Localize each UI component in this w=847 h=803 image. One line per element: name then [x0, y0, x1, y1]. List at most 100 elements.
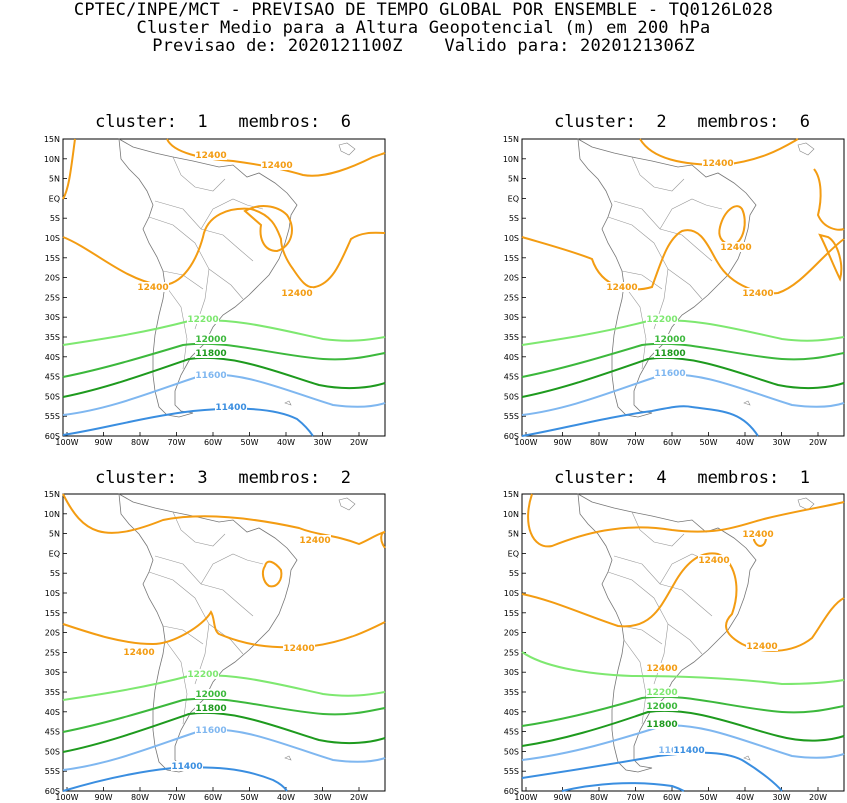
lat-tick-label: 55S — [45, 412, 60, 421]
lat-tick-label: 40S — [45, 708, 60, 717]
contour-label: 12200 — [646, 688, 677, 698]
contour-11400 — [521, 405, 759, 437]
contour-11600 — [62, 728, 386, 771]
lon-tick-label: 90W — [553, 438, 571, 447]
lon-tick-label: 60W — [204, 793, 222, 802]
contour-12400 — [62, 493, 386, 546]
contour-11800 — [521, 357, 845, 398]
lat-tick-label: 40S — [504, 353, 519, 362]
lon-tick-label: 80W — [590, 438, 608, 447]
contour-label-bg — [606, 282, 638, 292]
contour-label: 12400 — [195, 151, 226, 161]
lat-tick-label: EQ — [49, 549, 60, 558]
lat-tick-label: 15N — [44, 135, 60, 144]
contour-label: 11800 — [646, 720, 677, 730]
contour-label-bg — [646, 314, 678, 324]
lat-tick-label: 60S — [504, 787, 519, 796]
lon-tick-label: 50W — [240, 793, 258, 802]
contour-12400 — [521, 229, 845, 295]
lon-tick-label: 30W — [313, 438, 331, 447]
lon-tick-label: 30W — [772, 793, 790, 802]
lon-tick-label: 80W — [131, 438, 149, 447]
lat-tick-label: 15S — [504, 254, 519, 263]
lat-tick-label: 30S — [45, 313, 60, 322]
lat-tick-label: 20S — [504, 274, 519, 283]
panel-3-title: cluster: 3 membros: 2 — [95, 468, 351, 488]
contour-label-bg — [646, 701, 678, 711]
contour-label-bg — [195, 150, 227, 160]
lat-tick-label: 25S — [504, 648, 519, 657]
contour-label: 11600 — [195, 371, 226, 381]
contour-11800 — [521, 710, 845, 747]
contour-12400 — [813, 168, 845, 231]
contour-label: 11400 — [215, 403, 246, 413]
lat-tick-label: 40S — [45, 353, 60, 362]
contour-label: 12000 — [646, 702, 677, 712]
contour-label: 12000 — [195, 335, 226, 345]
contour-label-bg — [698, 555, 730, 565]
panel-3-map: 15N 10N 5N EQ 5S 10S 15S 20S 25S 30S 35S 40S 45S 50S 5… — [44, 490, 386, 802]
panel-4-title: cluster: 4 membros: 1 — [554, 468, 810, 488]
lon-tick-label: 70W — [167, 793, 185, 802]
lat-tick-label: 35S — [45, 688, 60, 697]
lat-tick-label: 45S — [45, 728, 60, 737]
contour-label-bg — [137, 282, 169, 292]
contour-12200 — [521, 319, 845, 346]
lat-tick-label: EQ — [508, 194, 519, 203]
contour-label-bg — [195, 689, 227, 699]
contour-label: 12400 — [299, 536, 330, 546]
lon-tick-label: 100W — [514, 438, 537, 447]
lat-tick-label: 10S — [45, 589, 60, 598]
contour-label: 12400 — [702, 159, 733, 169]
lat-tick-label: 15S — [45, 254, 60, 263]
contour-label-bg — [646, 663, 678, 673]
header-line-3: Previsao de: 2020121100Z Valido para: 20… — [152, 36, 695, 56]
map-frame — [62, 493, 386, 792]
contour-12200 — [62, 319, 386, 346]
lon-tick-label: 20W — [350, 438, 368, 447]
contour-label-bg — [187, 314, 219, 324]
contour-12000 — [62, 342, 386, 378]
contour-label-bg — [187, 669, 219, 679]
lat-tick-label: 5N — [49, 530, 60, 539]
lat-tick-label: 50S — [45, 747, 60, 756]
lon-tick-label: 40W — [277, 438, 295, 447]
contour-label-bg — [646, 719, 678, 729]
lon-tick-label: 100W — [514, 793, 537, 802]
contour-label: 11400 — [171, 762, 202, 772]
lat-tick-label: 55S — [504, 412, 519, 421]
contour-label-bg — [673, 745, 705, 755]
contour-12000 — [521, 342, 845, 378]
lon-tick-label: 80W — [131, 793, 149, 802]
panel-1-map: 15N 10N 5N EQ 5S 10S 15S 20S 25S 30S 35S 40S 45S 50S 5… — [44, 135, 386, 447]
lat-tick-label: 60S — [45, 787, 60, 796]
lat-tick-label: 50S — [45, 392, 60, 401]
lat-tick-label: 15S — [45, 609, 60, 618]
contour-12400 — [261, 560, 283, 588]
lat-tick-label: EQ — [508, 549, 519, 558]
contour-11800 — [62, 357, 386, 398]
lon-tick-label: 100W — [55, 438, 78, 447]
lon-tick-label: 20W — [350, 793, 368, 802]
contour-label-bg — [281, 288, 313, 298]
map-frame — [521, 493, 845, 792]
lat-tick-label: 10S — [45, 234, 60, 243]
contour-label-bg — [646, 687, 678, 697]
contour-label: 11600 — [654, 369, 685, 379]
lat-tick-label: 10S — [504, 589, 519, 598]
contour-12400 — [62, 138, 76, 200]
contour-11400 — [62, 766, 288, 792]
lat-tick-label: 35S — [504, 333, 519, 342]
contour-label-bg — [720, 242, 752, 252]
contour-label: 12400 — [720, 243, 751, 253]
lon-tick-label: 60W — [204, 438, 222, 447]
lat-tick-label: 20S — [45, 629, 60, 638]
contour-12400 — [718, 205, 746, 247]
contour-11600 — [521, 724, 845, 761]
panel-1-title: cluster: 1 membros: 6 — [95, 112, 351, 132]
contour-label: 12400 — [261, 161, 292, 171]
contour-11600 — [62, 373, 386, 416]
contour-label: 12200 — [646, 315, 677, 325]
lon-tick-label: 20W — [809, 438, 827, 447]
contour-label: 11800 — [654, 349, 685, 359]
